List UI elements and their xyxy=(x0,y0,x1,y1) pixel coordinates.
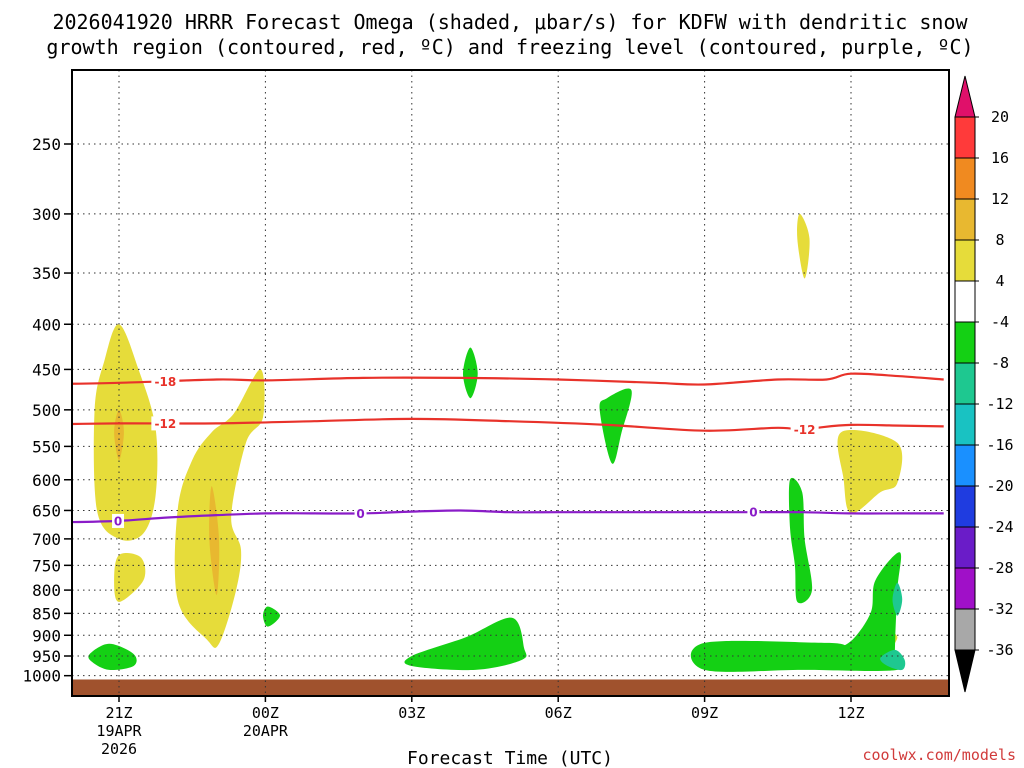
x-axis-title: Forecast Time (UTC) xyxy=(407,748,613,768)
colorbar-swatch--16-to--12 xyxy=(954,403,976,446)
contour-layer xyxy=(72,372,944,524)
credit-text: coolwx.com/models xyxy=(862,746,1016,764)
contour-label-freezing-level-0-1: 0 xyxy=(356,507,364,521)
y-tick-label-800: 800 xyxy=(32,581,61,600)
y-tick-label-250: 250 xyxy=(32,135,61,154)
omega-region-sinking-teal-2 xyxy=(880,649,906,671)
contour-label-freezing-level-0-2: 0 xyxy=(749,506,757,520)
colorbar-swatch--36-to--32 xyxy=(954,608,976,651)
colorbar-label--12: -12 xyxy=(986,395,1013,413)
y-tick-label-600: 600 xyxy=(32,471,61,490)
colorbar-label-20: 20 xyxy=(991,108,1009,126)
y-tick-label-500: 500 xyxy=(32,401,61,420)
ground-layer xyxy=(72,679,949,696)
x-tick-label-06Z: 06Z xyxy=(545,704,572,722)
colorbar-label--4: -4 xyxy=(991,313,1009,331)
omega-region-sinking-teal-1 xyxy=(892,582,903,616)
omega-region-sinking-green-4 xyxy=(263,606,280,627)
colorbar-top-arrow xyxy=(954,75,976,118)
colorbar-label--20: -20 xyxy=(986,477,1013,495)
contour-label-bg-freezing-level-0-1 xyxy=(354,506,367,521)
chart-title-line1: 2026041920 HRRR Forecast Omega (shaded, … xyxy=(52,10,968,34)
contour-dgz-minus12 xyxy=(72,417,944,432)
y-tick-label-900: 900 xyxy=(32,626,61,645)
contour-label-bg-freezing-level-0-2 xyxy=(747,505,760,520)
colorbar-swatch-16-to-20 xyxy=(954,116,976,159)
contour-label-dgz-minus12-1: -12 xyxy=(794,423,816,437)
y-tick-label-850: 850 xyxy=(32,604,61,623)
colorbar-label-16: 16 xyxy=(991,149,1009,167)
y-tick-label-650: 650 xyxy=(32,501,61,520)
y-tick-label-300: 300 xyxy=(32,205,61,224)
chart-title-line2: growth region (contoured, red, ºC) and f… xyxy=(46,35,973,59)
colorbar-swatch--28-to--24 xyxy=(954,526,976,569)
omega-shading-layer xyxy=(88,213,906,672)
y-tick-label-400: 400 xyxy=(32,315,61,334)
colorbar-swatch-4-to-8 xyxy=(954,239,976,282)
x-tick-date-00Z: 20APR xyxy=(243,722,289,740)
omega-region-rising-yellow-4 xyxy=(797,213,810,279)
colorbar-bottom-arrow xyxy=(954,649,976,693)
colorbar-label--16: -16 xyxy=(986,436,1013,454)
colorbar-swatch--32-to--28 xyxy=(954,567,976,610)
contour-label-dgz-minus12-0: -12 xyxy=(155,417,177,431)
omega-region-sinking-green-1 xyxy=(88,643,137,671)
plot-frame xyxy=(71,69,950,697)
contour-dgz-minus18 xyxy=(72,372,944,386)
y-tick-label-350: 350 xyxy=(32,264,61,283)
contour-label-bg-freezing-level-0-0 xyxy=(112,513,125,528)
colorbar-swatch-8-to-12 xyxy=(954,198,976,241)
y-tick-label-700: 700 xyxy=(32,530,61,549)
x-tick-label-00Z: 00Z xyxy=(252,704,279,722)
contour-label-bg-dgz-minus12-0 xyxy=(151,416,180,431)
colorbar-label--32: -32 xyxy=(986,600,1013,618)
x-tick-label-21Z: 21Z xyxy=(105,704,132,722)
colorbar-label--8: -8 xyxy=(991,354,1009,372)
omega-region-rising-yellow-3 xyxy=(174,369,265,648)
colorbar-swatch--12-to--8 xyxy=(954,362,976,405)
colorbar-label--24: -24 xyxy=(986,518,1013,536)
y-tick-label-550: 550 xyxy=(32,437,61,456)
colorbar-swatch--8-to--4 xyxy=(954,321,976,364)
colorbar-label-12: 12 xyxy=(991,190,1009,208)
colorbar-swatch-12-to-16 xyxy=(954,157,976,200)
colorbar-swatch--24-to--20 xyxy=(954,485,976,528)
contour-freezing-level-0 xyxy=(72,509,944,524)
ground-fill xyxy=(72,679,949,696)
y-tick-label-750: 750 xyxy=(32,556,61,575)
x-tick-label-09Z: 09Z xyxy=(691,704,718,722)
y-tick-label-1000: 1000 xyxy=(22,667,61,686)
contour-label-freezing-level-0-0: 0 xyxy=(114,514,122,528)
omega-region-rising-orange-2 xyxy=(209,486,220,595)
y-axis-ticks: 250 300 350 400 450 500 550 600 650 700 750 800 850 9… xyxy=(22,135,72,686)
omega-region-rising-yellow-1 xyxy=(93,324,158,541)
colorbar-swatch--4-to-4 xyxy=(954,280,976,323)
colorbar-label-4: 4 xyxy=(995,272,1004,290)
colorbar-label--36: -36 xyxy=(986,641,1013,659)
x-tick-year-21Z: 2026 xyxy=(101,740,137,758)
y-tick-label-450: 450 xyxy=(32,360,61,379)
omega-region-rising-yellow-5 xyxy=(837,430,903,514)
contour-label-layer: -18 -12 -12 0 0 0 xyxy=(112,374,819,528)
y-tick-label-950: 950 xyxy=(32,647,61,666)
colorbar-label-8: 8 xyxy=(995,231,1004,249)
omega-region-sinking-green-7 xyxy=(690,552,904,672)
omega-region-sinking-green-5 xyxy=(404,617,527,671)
x-tick-date-21Z: 19APR xyxy=(96,722,142,740)
colorbar-swatch--20-to--16 xyxy=(954,444,976,487)
contour-label-dgz-minus18-0: -18 xyxy=(155,375,177,389)
colorbar-label--28: -28 xyxy=(986,559,1013,577)
x-tick-label-12Z: 12Z xyxy=(837,704,864,722)
colorbar: 20 16 12 8 4 -4 -8 -12 -16 -20 -24 -28 -32 -36 xyxy=(954,75,1014,693)
omega-region-sinking-green-6 xyxy=(788,477,813,604)
x-tick-label-03Z: 03Z xyxy=(398,704,425,722)
contour-label-bg-dgz-minus12-1 xyxy=(790,422,819,437)
omega-region-sinking-green-2 xyxy=(463,347,478,399)
contour-label-bg-dgz-minus18-0 xyxy=(151,374,180,389)
